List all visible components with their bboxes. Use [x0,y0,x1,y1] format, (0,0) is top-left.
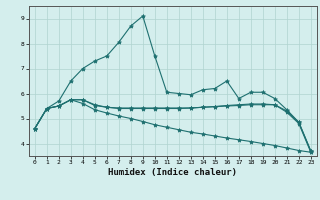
X-axis label: Humidex (Indice chaleur): Humidex (Indice chaleur) [108,168,237,177]
